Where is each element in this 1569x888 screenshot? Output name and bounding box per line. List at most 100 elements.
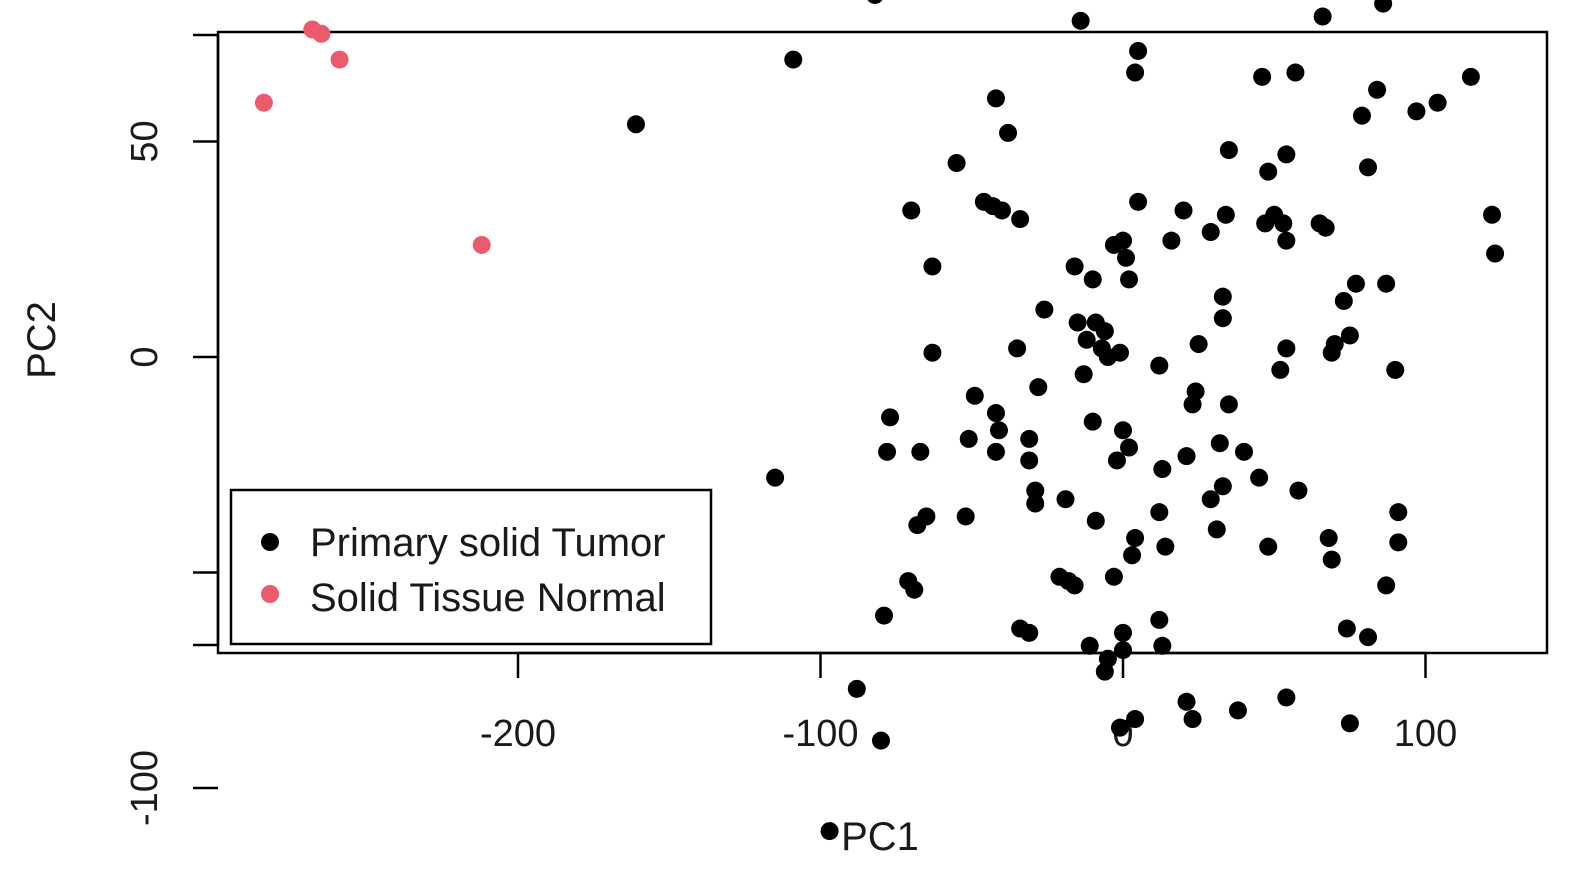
- data-point-primary-solid-tumor: [1104, 567, 1123, 586]
- data-point-primary-solid-tumor: [1325, 335, 1344, 354]
- data-point-primary-solid-tumor: [1219, 141, 1238, 160]
- data-point-primary-solid-tumor: [986, 89, 1005, 108]
- data-point-primary-solid-tumor: [875, 606, 894, 625]
- data-point-primary-solid-tumor: [1210, 434, 1229, 453]
- data-point-primary-solid-tumor: [923, 257, 942, 276]
- data-point-primary-solid-tumor: [1277, 339, 1296, 358]
- data-point-primary-solid-tumor: [1126, 529, 1145, 548]
- legend-marker-primary-solid-tumor: [261, 533, 279, 551]
- data-point-primary-solid-tumor: [1377, 274, 1396, 293]
- data-point-primary-solid-tumor: [1253, 67, 1272, 86]
- data-point-primary-solid-tumor: [989, 421, 1008, 440]
- data-point-primary-solid-tumor: [1289, 481, 1308, 500]
- data-point-primary-solid-tumor: [1056, 490, 1075, 509]
- data-point-primary-solid-tumor: [1120, 438, 1139, 457]
- legend-box: [229, 488, 713, 646]
- data-point-primary-solid-tumor: [1213, 477, 1232, 496]
- data-point-primary-solid-tumor: [1153, 460, 1172, 479]
- data-point-primary-solid-tumor: [1316, 218, 1335, 237]
- data-point-primary-solid-tumor: [956, 507, 975, 526]
- data-point-primary-solid-tumor: [1150, 610, 1169, 629]
- data-point-primary-solid-tumor: [1086, 511, 1105, 530]
- data-point-primary-solid-tumor: [784, 50, 803, 69]
- x-axis-title: PC1: [841, 815, 919, 859]
- data-point-primary-solid-tumor: [1110, 343, 1129, 362]
- data-point-primary-solid-tumor: [1313, 7, 1332, 26]
- data-point-primary-solid-tumor: [1080, 636, 1099, 655]
- data-point-primary-solid-tumor: [847, 679, 866, 698]
- data-point-primary-solid-tumor: [1020, 623, 1039, 642]
- data-point-primary-solid-tumor: [1129, 41, 1148, 60]
- y-tick-label: 0: [124, 346, 166, 367]
- legend-marker-solid-tissue-normal: [261, 585, 279, 603]
- data-point-primary-solid-tumor: [1123, 546, 1142, 565]
- data-point-primary-solid-tumor: [1219, 395, 1238, 414]
- data-point-primary-solid-tumor: [1153, 636, 1172, 655]
- data-point-primary-solid-tumor: [1213, 309, 1232, 328]
- data-point-primary-solid-tumor: [1026, 481, 1045, 500]
- data-point-primary-solid-tumor: [1389, 503, 1408, 522]
- x-tick-label: -200: [480, 713, 556, 755]
- data-point-primary-solid-tumor: [1352, 106, 1371, 125]
- data-point-primary-solid-tumor: [1277, 145, 1296, 164]
- data-point-primary-solid-tumor: [1126, 63, 1145, 82]
- data-point-primary-solid-tumor: [911, 442, 930, 461]
- x-tick-label: -100: [782, 713, 858, 755]
- data-point-primary-solid-tumor: [1162, 231, 1181, 250]
- data-point-solid-tissue-normal: [330, 50, 349, 69]
- data-point-primary-solid-tumor: [1077, 330, 1096, 349]
- data-point-primary-solid-tumor: [1189, 335, 1208, 354]
- data-point-primary-solid-tumor: [1065, 257, 1084, 276]
- data-point-primary-solid-tumor: [878, 442, 897, 461]
- data-point-primary-solid-tumor: [923, 343, 942, 362]
- data-point-primary-solid-tumor: [1183, 710, 1202, 729]
- data-point-primary-solid-tumor: [1250, 468, 1269, 487]
- data-point-primary-solid-tumor: [1428, 93, 1447, 112]
- x-ticks: -200-1000100: [480, 653, 1457, 755]
- data-point-primary-solid-tumor: [1110, 718, 1129, 737]
- data-point-primary-solid-tumor: [1008, 339, 1027, 358]
- data-point-primary-solid-tumor: [1346, 274, 1365, 293]
- data-point-primary-solid-tumor: [1156, 537, 1175, 556]
- data-point-primary-solid-tumor: [1368, 80, 1387, 99]
- data-point-primary-solid-tumor: [1359, 158, 1378, 177]
- y-axis-title: PC2: [20, 301, 64, 379]
- data-point-primary-solid-tumor: [1117, 248, 1136, 267]
- data-point-primary-solid-tumor: [1259, 162, 1278, 181]
- data-point-primary-solid-tumor: [1201, 223, 1220, 242]
- data-point-primary-solid-tumor: [986, 442, 1005, 461]
- data-point-primary-solid-tumor: [1150, 503, 1169, 522]
- y-axis: -100050100: [124, 33, 220, 826]
- data-point-primary-solid-tumor: [1150, 356, 1169, 375]
- data-point-primary-solid-tumor: [1340, 326, 1359, 345]
- data-point-primary-solid-tumor: [1483, 205, 1502, 224]
- y-ticks: -100050100: [124, 120, 218, 826]
- y-tick-label: 50: [124, 120, 166, 162]
- data-point-primary-solid-tumor: [1129, 192, 1148, 211]
- x-axis: -200-1000100: [480, 651, 1457, 755]
- data-point-primary-solid-tumor: [1029, 378, 1048, 397]
- data-point-primary-solid-tumor: [820, 822, 839, 841]
- data-point-primary-solid-tumor: [881, 408, 900, 427]
- data-point-primary-solid-tumor: [1374, 0, 1393, 13]
- data-point-solid-tissue-normal: [312, 24, 331, 43]
- data-point-primary-solid-tumor: [1213, 287, 1232, 306]
- data-point-primary-solid-tumor: [1259, 537, 1278, 556]
- data-point-primary-solid-tumor: [1177, 692, 1196, 711]
- data-point-primary-solid-tumor: [1074, 365, 1093, 384]
- data-point-solid-tissue-normal: [254, 93, 273, 112]
- data-point-primary-solid-tumor: [1095, 322, 1114, 341]
- data-point-primary-solid-tumor: [965, 386, 984, 405]
- data-point-primary-solid-tumor: [947, 154, 966, 173]
- data-points: [254, 0, 1505, 841]
- data-point-primary-solid-tumor: [1114, 623, 1132, 642]
- data-point-primary-solid-tumor: [1201, 490, 1220, 509]
- legend-label-primary-solid-tumor: Primary solid Tumor: [310, 521, 666, 565]
- data-point-primary-solid-tumor: [1120, 270, 1139, 289]
- legend: Primary solid Tumor Solid Tissue Normal: [229, 488, 713, 646]
- data-point-primary-solid-tumor: [1186, 382, 1205, 401]
- data-point-primary-solid-tumor: [1274, 214, 1293, 233]
- data-point-primary-solid-tumor: [1216, 205, 1235, 224]
- data-point-primary-solid-tumor: [1386, 360, 1405, 379]
